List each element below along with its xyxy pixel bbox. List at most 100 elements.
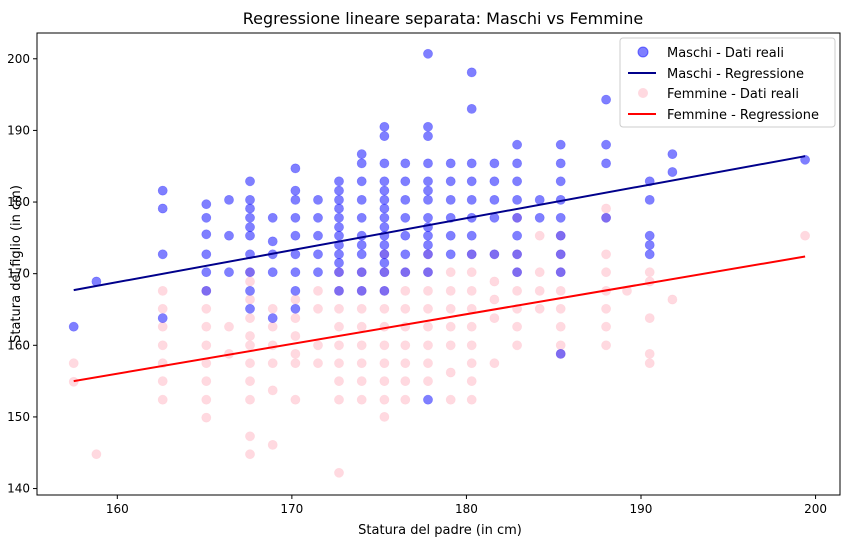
scatter-point-2-79 bbox=[400, 358, 411, 369]
y-tick-label-180: 180 bbox=[7, 195, 30, 209]
scatter-point-0-23 bbox=[245, 285, 255, 296]
scatter-point-0-108 bbox=[466, 67, 477, 78]
scatter-point-2-53 bbox=[334, 376, 344, 386]
scatter-point-0-41 bbox=[313, 230, 323, 241]
regression-line-1 bbox=[73, 155, 806, 292]
scatter-point-2-50 bbox=[334, 321, 344, 332]
scatter-point-2-136 bbox=[601, 321, 611, 332]
scatter-point-2-62 bbox=[356, 376, 367, 386]
scatter-point-0-85 bbox=[400, 230, 411, 241]
scatter-point-2-60 bbox=[356, 340, 367, 351]
scatter-point-0-81 bbox=[400, 158, 411, 169]
scatter-point-2-80 bbox=[400, 376, 411, 386]
scatter-point-0-62 bbox=[356, 240, 367, 250]
scatter-point-0-48 bbox=[334, 212, 344, 223]
scatter-point-0-135 bbox=[555, 212, 566, 223]
scatter-point-2-15 bbox=[201, 376, 212, 386]
scatter-point-0-4 bbox=[157, 249, 168, 260]
scatter-point-0-88 bbox=[423, 48, 433, 59]
scatter-point-2-40 bbox=[290, 348, 301, 359]
scatter-point-0-87 bbox=[400, 267, 411, 278]
scatter-point-2-98 bbox=[466, 267, 477, 278]
scatter-point-2-145 bbox=[800, 230, 810, 241]
regression-line-3 bbox=[73, 255, 806, 383]
scatter-point-0-70 bbox=[379, 185, 390, 196]
legend-label-maschi-dati: Maschi - Dati reali bbox=[667, 46, 784, 61]
scatter-point-2-110 bbox=[489, 358, 500, 369]
scatter-point-0-20 bbox=[245, 230, 255, 241]
y-axis-ticks: 140 150 160 170 180 190 200 bbox=[7, 52, 37, 496]
scatter-point-2-34 bbox=[267, 358, 278, 369]
scatter-point-2-135 bbox=[601, 303, 611, 314]
scatter-point-0-67 bbox=[379, 131, 390, 141]
scatter-point-2-11 bbox=[201, 303, 212, 314]
scatter-point-2-25 bbox=[245, 340, 255, 351]
scatter-point-2-2 bbox=[91, 449, 102, 460]
scatter-point-2-91 bbox=[445, 285, 456, 296]
scatter-point-2-107 bbox=[489, 276, 500, 287]
scatter-point-0-74 bbox=[379, 222, 390, 232]
scatter-point-2-88 bbox=[423, 358, 433, 369]
scatter-point-2-61 bbox=[356, 358, 367, 369]
scatter-point-2-45 bbox=[313, 340, 323, 351]
scatter-point-0-80 bbox=[379, 285, 390, 296]
scatter-point-2-142 bbox=[644, 348, 655, 359]
scatter-point-0-147 bbox=[644, 240, 655, 250]
scatter-point-0-19 bbox=[245, 222, 255, 232]
scatter-point-2-5 bbox=[157, 321, 168, 332]
scatter-point-2-108 bbox=[489, 294, 500, 305]
scatter-point-0-28 bbox=[267, 267, 278, 278]
scatter-point-0-149 bbox=[667, 149, 678, 159]
scatter-point-2-67 bbox=[379, 303, 390, 314]
scatter-point-0-115 bbox=[466, 249, 477, 260]
x-tick-label-190: 190 bbox=[630, 502, 653, 516]
scatter-point-0-3 bbox=[157, 203, 168, 214]
scatter-point-2-130 bbox=[601, 203, 611, 214]
scatter-point-0-31 bbox=[290, 185, 301, 196]
x-tick-label-160: 160 bbox=[106, 502, 129, 516]
scatter-point-0-104 bbox=[445, 194, 456, 205]
scatter-point-0-15 bbox=[245, 176, 255, 187]
scatter-point-0-117 bbox=[489, 176, 500, 187]
scatter-point-0-94 bbox=[423, 194, 433, 205]
scatter-point-0-76 bbox=[379, 240, 390, 250]
scatter-point-0-136 bbox=[555, 230, 566, 241]
scatter-point-0-130 bbox=[534, 212, 545, 223]
scatter-point-2-81 bbox=[400, 394, 411, 405]
legend: Maschi - Dati reali Maschi - Regressione… bbox=[619, 37, 836, 128]
scatter-point-2-93 bbox=[445, 321, 456, 332]
scatter-point-2-92 bbox=[445, 303, 456, 314]
scatter-point-2-127 bbox=[555, 321, 566, 332]
scatter-point-0-83 bbox=[400, 194, 411, 205]
scatter-point-0-127 bbox=[512, 249, 522, 260]
x-tick-label-170: 170 bbox=[280, 502, 303, 516]
y-tick-label-150: 150 bbox=[7, 410, 30, 424]
scatter-point-2-49 bbox=[334, 303, 344, 314]
scatter-point-2-94 bbox=[445, 340, 456, 351]
scatter-point-0-29 bbox=[267, 313, 278, 323]
scatter-point-0-98 bbox=[423, 240, 433, 250]
scatter-point-0-128 bbox=[512, 267, 522, 278]
scatter-point-0-8 bbox=[201, 229, 212, 240]
scatter-point-2-0 bbox=[68, 358, 79, 369]
scatter-point-2-99 bbox=[466, 285, 477, 296]
scatter-point-2-63 bbox=[356, 394, 367, 405]
scatter-point-0-123 bbox=[512, 176, 522, 187]
scatter-point-0-59 bbox=[356, 194, 367, 205]
scatter-point-0-42 bbox=[313, 249, 323, 260]
scatter-point-2-84 bbox=[423, 285, 433, 296]
chart-title: Regressione lineare separata: Maschi vs … bbox=[243, 9, 643, 28]
scatter-point-2-54 bbox=[334, 394, 344, 405]
scatter-point-0-44 bbox=[334, 176, 344, 187]
scatter-point-2-139 bbox=[644, 267, 655, 278]
scatter-point-0-54 bbox=[334, 267, 344, 278]
scatter-point-0-14 bbox=[224, 267, 234, 278]
scatter-point-0-121 bbox=[512, 139, 522, 150]
scatter-point-2-118 bbox=[534, 230, 545, 241]
scatter-point-2-86 bbox=[423, 321, 433, 332]
scatter-point-2-103 bbox=[466, 358, 477, 369]
scatter-point-0-142 bbox=[601, 158, 611, 169]
scatter-point-2-3 bbox=[157, 285, 168, 296]
scatter-point-2-32 bbox=[267, 321, 278, 332]
scatter-point-0-53 bbox=[334, 257, 344, 268]
